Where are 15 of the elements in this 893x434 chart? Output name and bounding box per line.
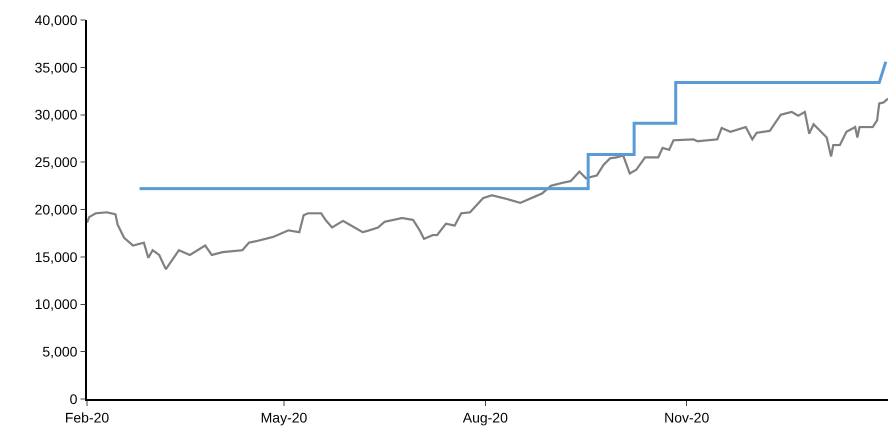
- x-tick-label: Nov-20: [664, 410, 710, 426]
- y-tick-label: 35,000: [34, 59, 78, 76]
- y-tick-label: 15,000: [34, 248, 78, 265]
- x-tick-label: May-20: [260, 410, 308, 426]
- y-tick-label: 30,000: [34, 106, 78, 123]
- y-tick-label: 0: [70, 390, 78, 407]
- y-tick-label: 10,000: [34, 296, 78, 312]
- line-series: [87, 98, 888, 270]
- x-tick-label: Aug-20: [462, 410, 508, 426]
- y-tick-label: 25,000: [34, 154, 78, 170]
- line-series: [138, 60, 888, 190]
- y-tick-label: 20,000: [34, 201, 78, 218]
- y-tick-label: 40,000: [34, 12, 78, 28]
- x-tick-label: Feb-20: [64, 410, 110, 426]
- y-tick-label: 5,000: [42, 344, 78, 360]
